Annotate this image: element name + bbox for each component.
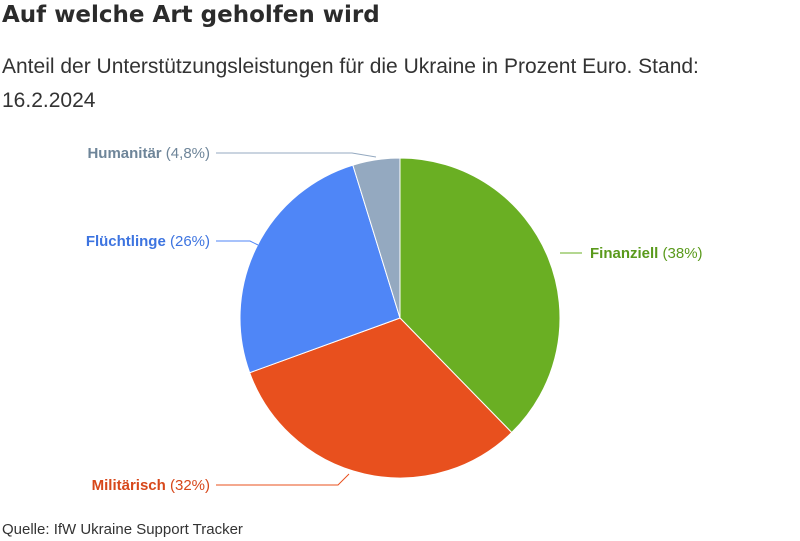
pie-labels: Finanziell (38%) Militärisch (32%) Flüchtl…	[86, 145, 703, 494]
pie-slice-2	[249, 317, 513, 479]
chart-title: Auf welche Art geholfen wird	[2, 2, 380, 28]
source-note: Quelle: IfW Ukraine Support Tracker	[2, 521, 243, 538]
slice-label-name: Militärisch	[92, 477, 166, 494]
slice-label-value: (32%)	[166, 477, 210, 494]
pie-leader-lines	[216, 152, 582, 486]
slice-label-3: Flüchtlinge (26%)	[86, 233, 210, 250]
pie-slice-1	[399, 157, 561, 434]
slice-label-value: (26%)	[166, 233, 210, 250]
pie-slices	[239, 157, 561, 479]
slice-label-name: Finanziell	[590, 245, 658, 262]
pie-slice-4	[352, 157, 401, 319]
slice-label-1: Finanziell (38%)	[590, 245, 703, 262]
slice-label-4: Humanitär (4,8%)	[87, 145, 210, 162]
slice-label-name: Flüchtlinge	[86, 233, 166, 250]
pie-slice-3	[239, 164, 401, 374]
slice-label-value: (38%)	[658, 245, 702, 262]
leader-line-3	[216, 240, 259, 246]
chart-subtitle: Anteil der Unterstützungsleistungen für …	[2, 55, 699, 112]
slice-label-name: Humanitär	[87, 145, 161, 162]
leader-line-4	[216, 152, 377, 158]
leader-line-2	[216, 473, 350, 486]
slice-label-value: (4,8%)	[162, 145, 210, 162]
slice-label-2: Militärisch (32%)	[92, 477, 210, 494]
